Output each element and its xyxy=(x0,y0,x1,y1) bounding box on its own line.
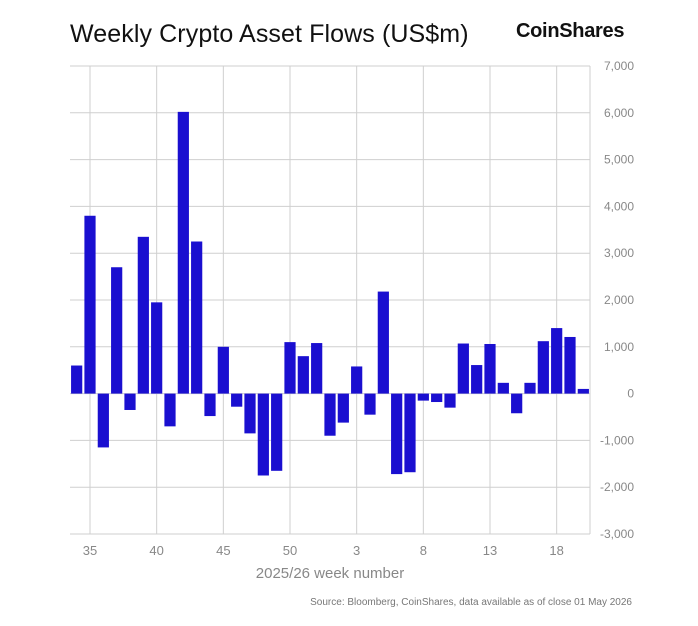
bar-week-34 xyxy=(71,365,83,394)
bar-week-12 xyxy=(471,365,483,394)
x-tick-label: 18 xyxy=(549,543,563,558)
y-tick-label: 3,000 xyxy=(604,246,634,260)
y-tick-label: 6,000 xyxy=(604,106,634,120)
x-tick-label: 40 xyxy=(149,543,163,558)
bar-week-19 xyxy=(564,336,576,394)
x-axis-title: 2025/26 week number xyxy=(256,565,404,582)
bar-week-40 xyxy=(151,302,163,394)
y-tick-label: 2,000 xyxy=(604,293,634,307)
bar-week-1 xyxy=(324,393,336,436)
chart-title: Weekly Crypto Asset Flows (US$m) xyxy=(70,20,469,48)
y-tick-label: 4,000 xyxy=(604,199,634,213)
bar-week-4 xyxy=(364,393,376,415)
x-tick-label: 45 xyxy=(216,543,230,558)
y-tick-label: 0 xyxy=(627,387,634,401)
bar-week-2 xyxy=(337,393,349,423)
bar-week-49 xyxy=(271,393,283,471)
bar-week-37 xyxy=(111,267,123,394)
bar-week-35 xyxy=(84,215,96,394)
brand-logo: CoinShares xyxy=(516,20,625,42)
bar-week-36 xyxy=(97,393,109,448)
bar-week-10 xyxy=(444,393,456,408)
bar-week-50 xyxy=(284,342,296,394)
bar-week-47 xyxy=(244,393,256,434)
x-axis-ticks: 35 40 45 50 3 8 13 18 xyxy=(83,543,564,558)
x-tick-label: 50 xyxy=(283,543,297,558)
bar-week-42 xyxy=(177,111,189,394)
bar-week-14 xyxy=(497,382,509,394)
x-tick-label: 13 xyxy=(483,543,497,558)
bar-week-16 xyxy=(524,382,536,394)
bar-week-9 xyxy=(431,393,443,403)
bar-week-6 xyxy=(391,393,403,475)
bar-week-51 xyxy=(297,356,309,394)
x-tick-label: 35 xyxy=(83,543,97,558)
bar-week-45 xyxy=(217,346,229,394)
bar-week-11 xyxy=(457,343,469,394)
y-tick-label: -2,000 xyxy=(600,480,634,494)
bar-week-38 xyxy=(124,393,136,410)
y-tick-label: -3,000 xyxy=(600,527,634,541)
y-tick-label: 5,000 xyxy=(604,153,634,167)
y-tick-label: 1,000 xyxy=(604,340,634,354)
bar-week-17 xyxy=(537,341,549,394)
bar-week-44 xyxy=(204,393,216,417)
bar-week-13 xyxy=(484,343,496,394)
bar-week-48 xyxy=(257,393,269,476)
bar-week-41 xyxy=(164,393,176,427)
y-tick-label: 7,000 xyxy=(604,59,634,73)
y-axis-ticks: -3,000 -2,000 -1,000 0 1,000 2,000 3,000 4,000 5… xyxy=(600,59,634,541)
bar-week-39 xyxy=(137,236,149,394)
x-tick-label: 3 xyxy=(353,543,360,558)
bar-week-5 xyxy=(377,291,389,394)
bar-week-8 xyxy=(417,393,429,401)
bar-week-7 xyxy=(404,393,416,473)
bar-week-3 xyxy=(351,366,363,394)
bar-week-46 xyxy=(231,393,243,407)
bar-week-15 xyxy=(511,393,523,414)
bar-week-18 xyxy=(551,328,563,394)
bar-week-43 xyxy=(191,241,203,394)
bar-week-20 xyxy=(577,388,589,394)
bar-week-52 xyxy=(311,343,323,394)
x-tick-label: 8 xyxy=(420,543,427,558)
source-note: Source: Bloomberg, CoinShares, data avai… xyxy=(310,597,632,608)
y-tick-label: -1,000 xyxy=(600,433,634,447)
grid-lines xyxy=(70,65,591,535)
bar-series xyxy=(71,111,589,476)
